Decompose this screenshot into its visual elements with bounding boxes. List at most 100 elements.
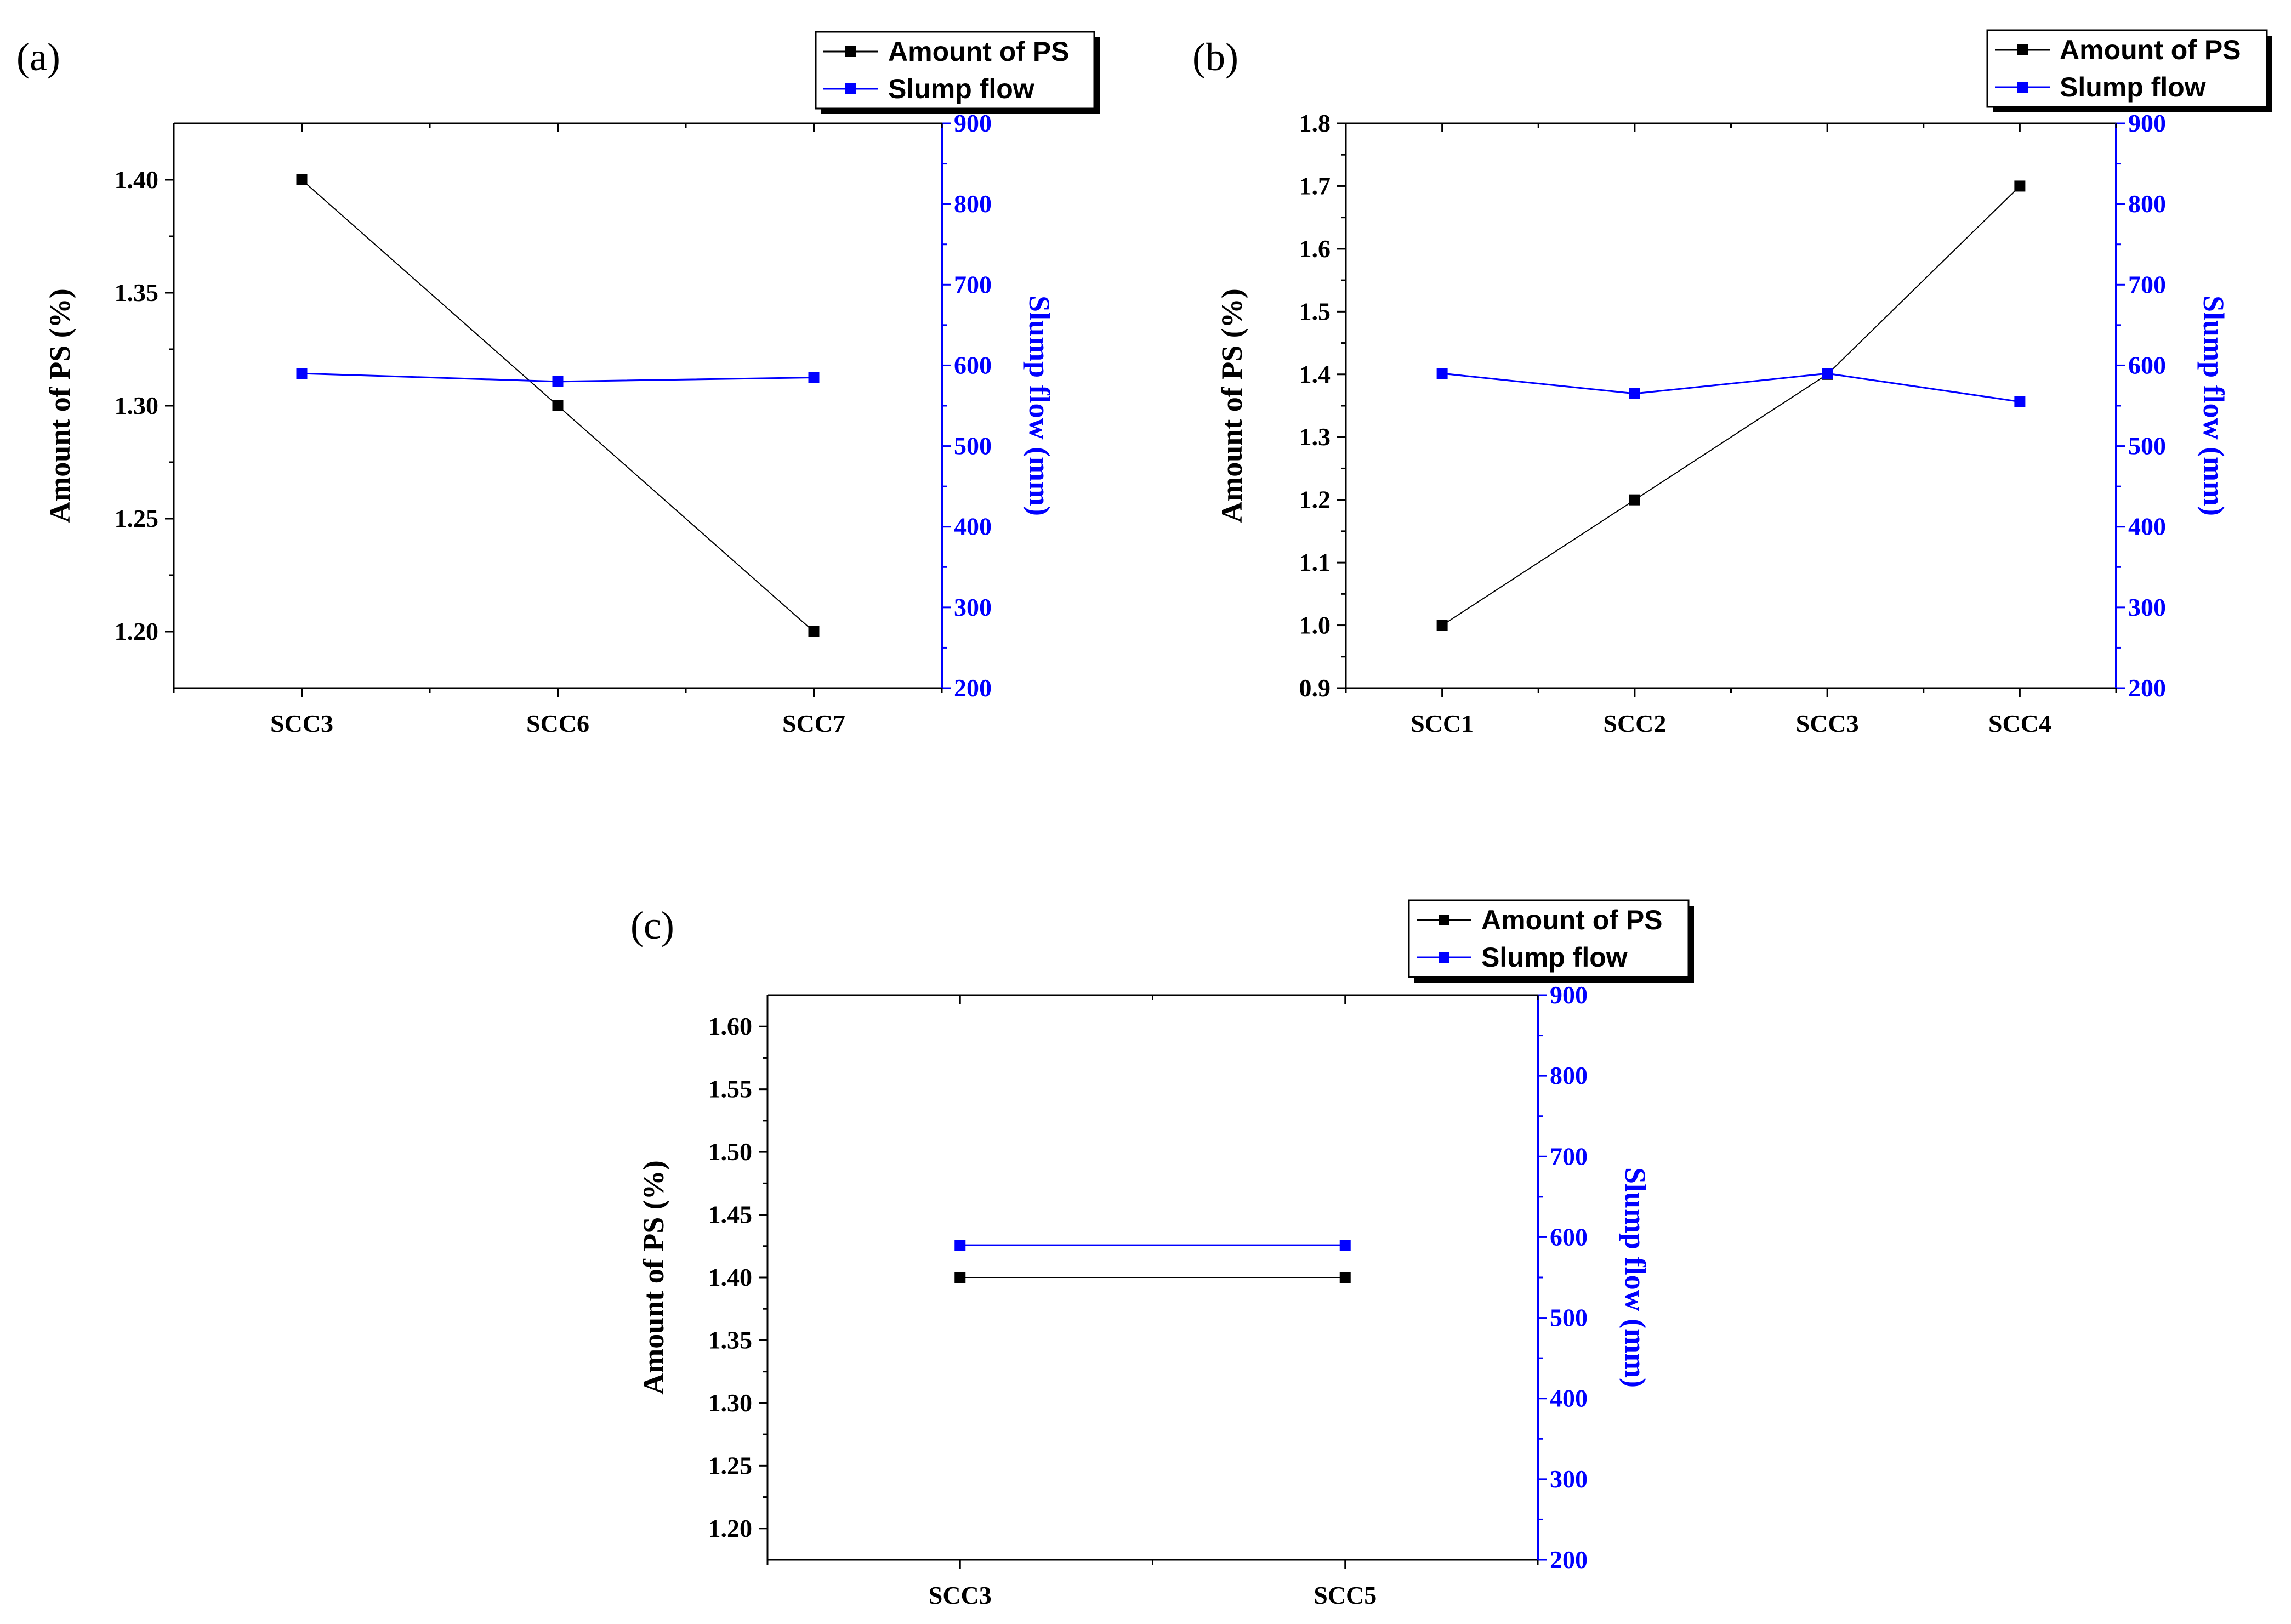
- left-tick-label: 1.4: [1299, 360, 1331, 388]
- right-tick-label: 400: [2128, 513, 2166, 541]
- left-tick-label: 1.7: [1299, 172, 1331, 200]
- data-point-slump-flow: [1629, 388, 1640, 399]
- left-axis-title: Amount of PS (%): [43, 288, 76, 523]
- x-category-label: SCC2: [1603, 709, 1666, 737]
- x-category-label: SCC1: [1411, 709, 1474, 737]
- legend-box: [815, 31, 1095, 110]
- data-point-amount-of-ps: [1339, 1272, 1351, 1283]
- right-tick-label: 600: [1550, 1223, 1588, 1251]
- left-tick-label: 1.45: [708, 1201, 753, 1229]
- legend-marker: [845, 83, 856, 94]
- data-point-slump-flow: [2014, 396, 2026, 407]
- series-line-slump-flow: [1442, 372, 2020, 403]
- left-tick-label: 1.60: [708, 1012, 753, 1040]
- data-point-slump-flow: [1436, 368, 1448, 379]
- right-tick-label: 300: [2128, 593, 2166, 621]
- right-tick-label: 200: [1550, 1546, 1588, 1574]
- data-point-amount-of-ps: [296, 174, 308, 185]
- right-axis-title: Slump flow (mm): [1619, 1167, 1652, 1388]
- left-tick-label: 0.9: [1299, 674, 1331, 702]
- legend-label: Slump flow: [1481, 942, 1628, 973]
- right-tick-label: 800: [1550, 1061, 1588, 1089]
- data-point-slump-flow: [1822, 368, 1833, 379]
- left-tick-label: 1.8: [1299, 109, 1331, 137]
- data-point-slump-flow: [808, 372, 820, 383]
- left-tick-label: 1.1: [1299, 548, 1331, 576]
- x-category-label: SCC3: [929, 1581, 992, 1609]
- chart-panel-a: 1.20 1.25 1.30 1.35 1.40 200 300 400 500 600 700 80…: [16, 31, 1100, 737]
- right-tick-label: 500: [954, 432, 992, 460]
- right-tick-label: 900: [2128, 109, 2166, 137]
- data-point-amount-of-ps: [552, 400, 564, 411]
- x-category-label: SCC5: [1314, 1581, 1377, 1609]
- right-tick-label: 400: [954, 513, 992, 541]
- legend-marker: [1439, 915, 1449, 925]
- left-tick-label: 1.40: [708, 1263, 753, 1291]
- right-tick-label: 300: [1550, 1465, 1588, 1493]
- data-point-slump-flow: [296, 368, 308, 379]
- right-tick-label: 500: [2128, 432, 2166, 460]
- data-point-amount-of-ps: [1629, 494, 1640, 506]
- left-tick-label: 1.30: [708, 1389, 753, 1417]
- right-tick-label: 500: [1550, 1304, 1588, 1332]
- data-point-slump-flow: [552, 376, 564, 387]
- right-tick-label: 300: [954, 593, 992, 621]
- chart-panel-b: 0.9 1.0 1.1 1.2 1.3 1.4 1.5 1.6 1.7 1.8 200 300 400 5…: [1192, 29, 2272, 737]
- legend-box: [1986, 29, 2268, 108]
- right-tick-label: 900: [1550, 981, 1588, 1009]
- legend-label: Slump flow: [888, 73, 1034, 104]
- x-category-label: SCC7: [782, 709, 845, 737]
- chart-panel-c: 1.20 1.25 1.30 1.35 1.40 1.45 1.50 1.55 1.60 200 3…: [630, 899, 1694, 1609]
- panel-label: (c): [630, 904, 674, 947]
- right-tick-label: 400: [1550, 1384, 1588, 1412]
- data-point-slump-flow: [954, 1240, 966, 1251]
- data-point-slump-flow: [1339, 1240, 1351, 1251]
- left-tick-label: 1.25: [115, 504, 159, 532]
- left-tick-label: 1.6: [1299, 235, 1331, 263]
- right-tick-label: 700: [1550, 1142, 1588, 1170]
- legend-marker: [2017, 44, 2028, 55]
- legend-marker: [1439, 952, 1449, 963]
- left-tick-label: 1.2: [1299, 486, 1331, 514]
- left-tick-label: 1.30: [115, 391, 159, 419]
- data-point-amount-of-ps: [808, 626, 820, 637]
- left-tick-label: 1.55: [708, 1075, 753, 1103]
- left-tick-label: 1.35: [708, 1326, 753, 1354]
- left-axis-title: Amount of PS (%): [1215, 288, 1248, 523]
- legend-marker: [845, 46, 856, 57]
- left-tick-label: 1.20: [708, 1514, 753, 1542]
- series-line-amount-of-ps: [1442, 185, 2021, 626]
- left-axis-title: Amount of PS (%): [637, 1160, 670, 1395]
- left-tick-label: 1.5: [1299, 297, 1331, 325]
- right-tick-label: 600: [2128, 351, 2166, 379]
- right-tick-label: 700: [954, 270, 992, 298]
- right-tick-label: 700: [2128, 270, 2166, 298]
- legend-marker: [2017, 82, 2028, 93]
- right-axis-title: Slump flow (mm): [2197, 296, 2230, 516]
- left-tick-label: 1.40: [115, 166, 159, 194]
- x-category-label: SCC3: [270, 709, 333, 737]
- legend-label: Slump flow: [2060, 72, 2206, 103]
- left-tick-label: 1.35: [115, 279, 159, 306]
- data-point-amount-of-ps: [2014, 180, 2026, 192]
- left-tick-label: 1.50: [708, 1138, 753, 1166]
- right-tick-label: 200: [954, 674, 992, 702]
- x-category-label: SCC6: [526, 709, 589, 737]
- legend-label: Amount of PS: [888, 36, 1070, 67]
- left-tick-label: 1.0: [1299, 611, 1331, 639]
- left-tick-label: 1.3: [1299, 423, 1331, 451]
- right-tick-label: 200: [2128, 674, 2166, 702]
- x-category-label: SCC3: [1796, 709, 1859, 737]
- data-point-amount-of-ps: [1436, 620, 1448, 631]
- legend-box: [1408, 899, 1690, 978]
- panel-label: (a): [16, 35, 60, 79]
- data-point-amount-of-ps: [954, 1272, 966, 1283]
- right-tick-label: 800: [954, 190, 992, 218]
- left-tick-label: 1.20: [115, 617, 159, 645]
- right-tick-label: 800: [2128, 190, 2166, 218]
- right-tick-label: 600: [954, 351, 992, 379]
- legend-label: Amount of PS: [1481, 905, 1663, 935]
- right-axis-title: Slump flow (mm): [1023, 296, 1056, 516]
- left-tick-label: 1.25: [708, 1451, 753, 1479]
